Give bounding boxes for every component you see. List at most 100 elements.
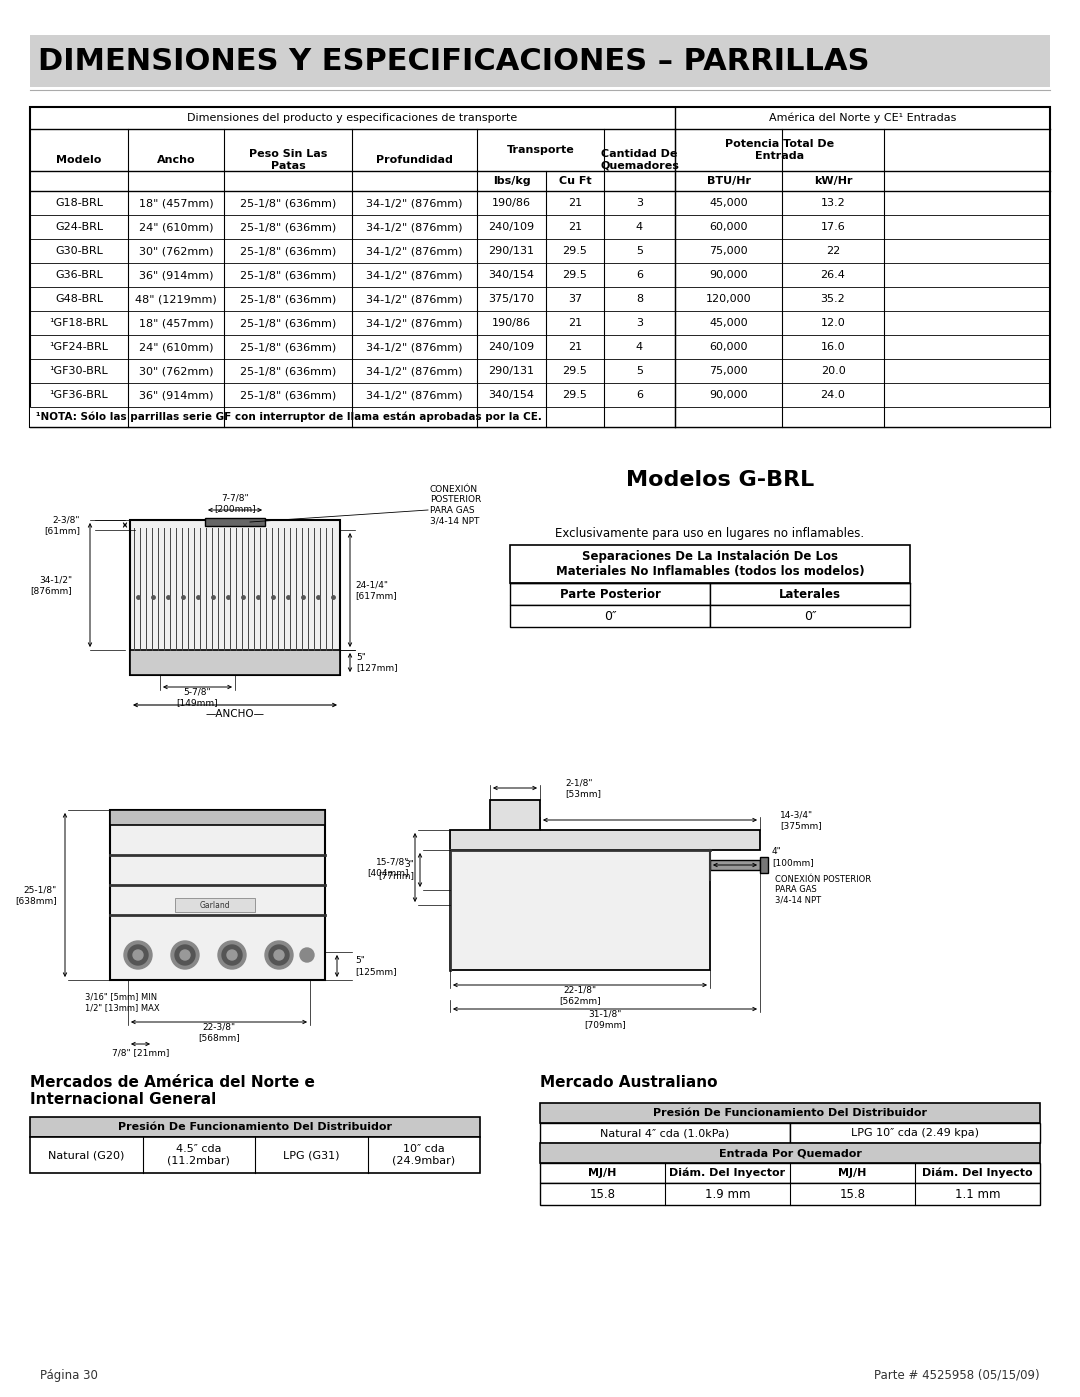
Text: Exclusivamente para uso en lugares no inflamables.: Exclusivamente para uso en lugares no in…: [555, 527, 865, 539]
Text: 16.0: 16.0: [821, 342, 846, 352]
Text: 2-1/8"
[53mm]: 2-1/8" [53mm]: [565, 778, 600, 798]
Circle shape: [265, 942, 293, 970]
Bar: [30, 1137, 480, 1173]
Bar: [510, 583, 710, 605]
Text: Entrada Por Quemador: Entrada Por Quemador: [718, 1148, 862, 1158]
Circle shape: [129, 944, 148, 965]
Bar: [175, 898, 255, 912]
Text: 290/131: 290/131: [488, 366, 535, 376]
Text: 18" (457mm): 18" (457mm): [138, 319, 214, 328]
Text: Dimensiones del producto y especificaciones de transporte: Dimensiones del producto y especificacio…: [187, 113, 517, 123]
Text: 3/16" [5mm] MIN
1/2" [13mm] MAX: 3/16" [5mm] MIN 1/2" [13mm] MAX: [85, 992, 160, 1011]
Text: 3"
[77mm]: 3" [77mm]: [378, 861, 414, 880]
Text: G24-BRL: G24-BRL: [55, 222, 103, 232]
Text: Transporte: Transporte: [507, 145, 575, 155]
Text: 0″: 0″: [804, 609, 816, 623]
Text: ¹GF24-BRL: ¹GF24-BRL: [50, 342, 108, 352]
Text: —ANCHO—: —ANCHO—: [205, 710, 265, 719]
Bar: [205, 518, 265, 527]
Bar: [490, 800, 540, 835]
Text: 5: 5: [636, 246, 643, 256]
Text: 90,000: 90,000: [710, 390, 747, 400]
Text: 29.5: 29.5: [563, 390, 588, 400]
Text: 22-1/8"
[562mm]: 22-1/8" [562mm]: [559, 985, 600, 1004]
Text: 21: 21: [568, 342, 582, 352]
Text: 60,000: 60,000: [710, 342, 747, 352]
Text: 75,000: 75,000: [710, 246, 747, 256]
Bar: [789, 1123, 1040, 1143]
Bar: [710, 583, 910, 605]
Text: ¹NOTA: Sólo las parrillas serie GF con interruptor de llama están aprobadas por : ¹NOTA: Sólo las parrillas serie GF con i…: [36, 412, 542, 422]
Text: 34-1/2" (876mm): 34-1/2" (876mm): [366, 198, 462, 208]
Text: LPG (G31): LPG (G31): [283, 1150, 339, 1160]
Text: 31-1/8"
[709mm]: 31-1/8" [709mm]: [584, 1009, 626, 1028]
Text: Modelo: Modelo: [56, 155, 102, 165]
Text: Modelos G-BRL: Modelos G-BRL: [626, 469, 814, 490]
Text: 2-3/8"
[61mm]: 2-3/8" [61mm]: [44, 515, 80, 535]
Text: 15.8: 15.8: [839, 1187, 865, 1200]
Text: 37: 37: [568, 293, 582, 305]
Text: 4.5″ cda
(11.2mbar): 4.5″ cda (11.2mbar): [167, 1144, 230, 1166]
Circle shape: [124, 942, 152, 970]
Text: 7/8" [21mm]: 7/8" [21mm]: [112, 1049, 170, 1058]
Text: 18" (457mm): 18" (457mm): [138, 198, 214, 208]
Text: 22: 22: [826, 246, 840, 256]
Bar: [30, 35, 1050, 87]
Text: 34-1/2" (876mm): 34-1/2" (876mm): [366, 293, 462, 305]
Bar: [450, 849, 710, 970]
Text: 190/86: 190/86: [492, 319, 531, 328]
Text: 26.4: 26.4: [821, 270, 846, 279]
Text: 36" (914mm): 36" (914mm): [138, 390, 213, 400]
Text: 45,000: 45,000: [710, 319, 747, 328]
Text: G18-BRL: G18-BRL: [55, 198, 103, 208]
Text: 340/154: 340/154: [488, 270, 535, 279]
Text: Laterales: Laterales: [779, 588, 841, 601]
Bar: [510, 605, 710, 627]
Text: 240/109: 240/109: [488, 342, 535, 352]
Bar: [760, 856, 768, 873]
Text: Natural (G20): Natural (G20): [49, 1150, 124, 1160]
Bar: [30, 407, 1050, 427]
Text: G48-BRL: G48-BRL: [55, 293, 103, 305]
Text: 340/154: 340/154: [488, 390, 535, 400]
Text: 0″: 0″: [604, 609, 617, 623]
Bar: [110, 810, 325, 826]
Text: 29.5: 29.5: [563, 366, 588, 376]
Text: 34-1/2" (876mm): 34-1/2" (876mm): [366, 390, 462, 400]
Text: 24" (610mm): 24" (610mm): [138, 222, 213, 232]
Circle shape: [300, 949, 314, 963]
Circle shape: [227, 950, 237, 960]
Text: 190/86: 190/86: [492, 198, 531, 208]
Text: G36-BRL: G36-BRL: [55, 270, 103, 279]
Text: 34-1/2" (876mm): 34-1/2" (876mm): [366, 270, 462, 279]
Text: Presión De Funcionamiento Del Distribuidor: Presión De Funcionamiento Del Distribuid…: [118, 1122, 392, 1132]
Text: 25-1/8" (636mm): 25-1/8" (636mm): [240, 293, 336, 305]
Text: Parte # 4525958 (05/15/09): Parte # 4525958 (05/15/09): [875, 1369, 1040, 1382]
Bar: [710, 861, 760, 870]
Text: 25-1/8"
[638mm]: 25-1/8" [638mm]: [15, 886, 57, 905]
Bar: [540, 1183, 1040, 1206]
Text: MJ/H: MJ/H: [838, 1168, 866, 1178]
Bar: [110, 810, 325, 981]
Text: 48" (1219mm): 48" (1219mm): [135, 293, 217, 305]
Text: Mercados de América del Norte e
Internacional General: Mercados de América del Norte e Internac…: [30, 1076, 315, 1108]
Text: América del Norte y CE¹ Entradas: América del Norte y CE¹ Entradas: [769, 113, 956, 123]
Text: 21: 21: [568, 198, 582, 208]
Text: G30-BRL: G30-BRL: [55, 246, 103, 256]
Text: 25-1/8" (636mm): 25-1/8" (636mm): [240, 222, 336, 232]
Text: 29.5: 29.5: [563, 270, 588, 279]
Bar: [540, 1162, 1040, 1183]
Text: 290/131: 290/131: [488, 246, 535, 256]
Text: ¹GF18-BRL: ¹GF18-BRL: [50, 319, 108, 328]
Text: ¹GF30-BRL: ¹GF30-BRL: [50, 366, 108, 376]
Text: Separaciones De La Instalación De Los
Materiales No Inflamables (todos los model: Separaciones De La Instalación De Los Ma…: [556, 550, 864, 578]
Text: 35.2: 35.2: [821, 293, 846, 305]
Text: 29.5: 29.5: [563, 246, 588, 256]
Circle shape: [222, 944, 242, 965]
Text: 36" (914mm): 36" (914mm): [138, 270, 213, 279]
Text: 25-1/8" (636mm): 25-1/8" (636mm): [240, 198, 336, 208]
Text: Cantidad De
Quemadores: Cantidad De Quemadores: [600, 149, 679, 170]
Text: 375/170: 375/170: [488, 293, 535, 305]
Text: 15-7/8"
[404mm]: 15-7/8" [404mm]: [367, 858, 409, 877]
Text: Diám. Del Inyecto: Diám. Del Inyecto: [922, 1168, 1032, 1178]
